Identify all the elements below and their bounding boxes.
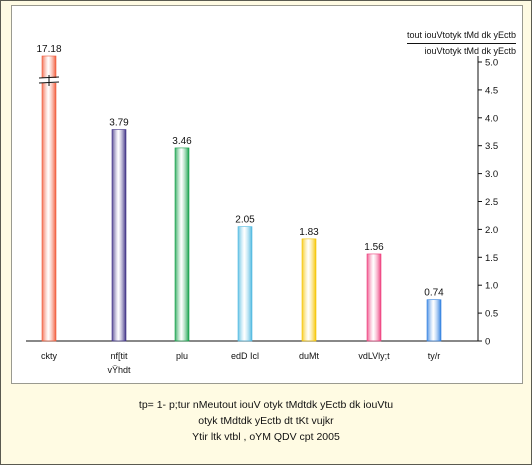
bar-chart: 0 0.5 1.0 1.5 2.0 2.5 3.0 3.5 4.0 4.5 5.0 17.18 ckty… bbox=[26, 44, 498, 375]
y-tick-label: 4.0 bbox=[485, 113, 498, 124]
bar bbox=[366, 253, 382, 342]
bar-value-label: 3.79 bbox=[109, 118, 129, 129]
y-tick-label: 3.5 bbox=[485, 141, 498, 152]
category-label: vdLVly;t bbox=[358, 351, 390, 361]
y-tick-label: 2.5 bbox=[485, 197, 498, 208]
category-label: plu bbox=[176, 351, 188, 361]
bar-value-label: 3.46 bbox=[172, 136, 192, 147]
legend-line-2: iouVtotyk tMd dk yEctb bbox=[424, 46, 516, 56]
bar bbox=[174, 147, 190, 342]
caption-line-3: Ytir ltk vtbl , oYM QDV cpt 2005 bbox=[192, 431, 340, 443]
caption-line-2: otyk tMdtdk yEctb dt tKt vujkr bbox=[198, 415, 334, 427]
bar bbox=[237, 226, 253, 342]
category-label: edD Icl bbox=[231, 351, 259, 361]
category-label: nf[tit bbox=[110, 351, 128, 361]
y-tick-label: 3.0 bbox=[485, 169, 498, 180]
y-tick-label: 0 bbox=[485, 337, 490, 348]
caption-line-1: tp= 1- p;tur nMeutout iouV otyk tMdtdk y… bbox=[138, 399, 394, 411]
bar bbox=[111, 129, 127, 342]
bar-value-label: 1.56 bbox=[364, 242, 384, 253]
bar-value-label: 2.05 bbox=[235, 215, 255, 226]
y-tick-label: 4.5 bbox=[485, 85, 498, 96]
category-label: duMt bbox=[299, 351, 320, 361]
category-label: vŸhdt bbox=[107, 365, 131, 375]
bar-value-label: 1.83 bbox=[299, 227, 319, 238]
y-tick-label: 2.0 bbox=[485, 225, 498, 236]
bar bbox=[301, 238, 317, 342]
bar bbox=[426, 299, 442, 342]
bar bbox=[41, 55, 57, 342]
category-label: ty/r bbox=[428, 351, 441, 361]
y-tick-label: 1.0 bbox=[485, 281, 498, 292]
chart-caption: tp= 1- p;tur nMeutout iouV otyk tMdtdk y… bbox=[21, 397, 511, 445]
chart-area: tout iouVtotyk tMd dk yEctb iouVtotyk tM… bbox=[11, 5, 523, 384]
y-axis-legend: tout iouVtotyk tMd dk yEctb iouVtotyk tM… bbox=[406, 28, 516, 58]
bar-value-label: 17.18 bbox=[36, 44, 61, 55]
bar-value-label: 0.74 bbox=[424, 288, 444, 299]
y-tick-label: 1.5 bbox=[485, 253, 498, 264]
y-tick-label: 0.5 bbox=[485, 309, 498, 320]
legend-line-1: tout iouVtotyk tMd dk yEctb bbox=[406, 28, 516, 44]
category-label: ckty bbox=[41, 351, 58, 361]
y-tick-label: 5.0 bbox=[485, 58, 498, 69]
